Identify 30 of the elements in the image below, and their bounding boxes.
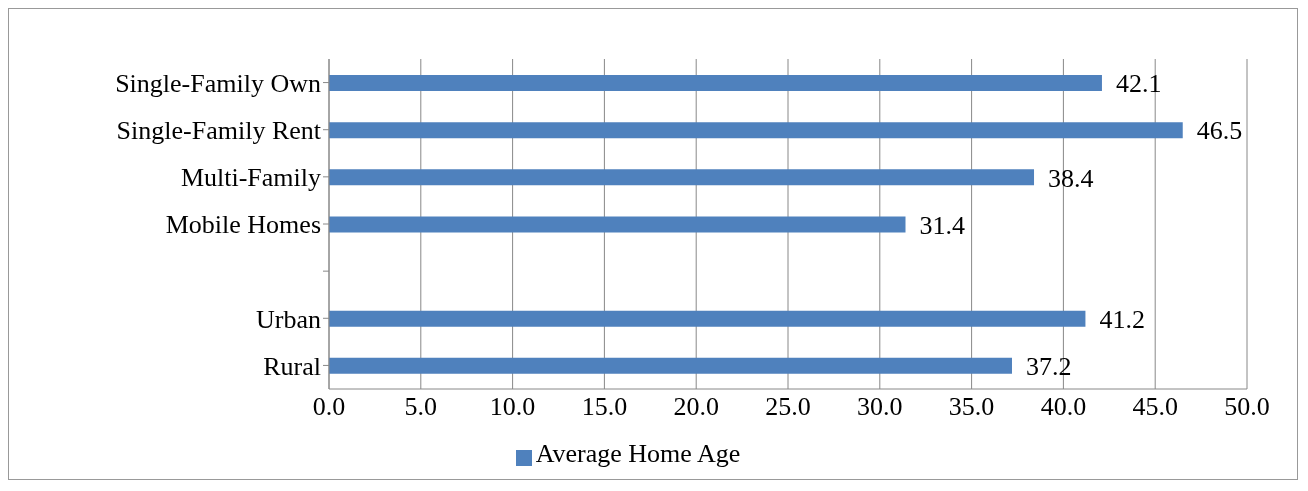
x-tick-label: 50.0	[1224, 392, 1270, 422]
x-tick-label: 40.0	[1040, 392, 1087, 422]
x-tick-label: 35.0	[948, 392, 995, 422]
x-tick-label: 5.0	[404, 392, 438, 422]
y-tick-label: Single-Family Rent	[116, 115, 322, 145]
x-tick-label: 15.0	[581, 392, 628, 422]
bar	[329, 357, 1012, 374]
bar	[329, 310, 1086, 327]
bar	[329, 75, 1102, 91]
x-tick-label: 20.0	[673, 392, 719, 422]
data-label: 41.2	[1099, 304, 1145, 334]
bar	[329, 169, 1035, 186]
data-label: 38.4	[1048, 163, 1094, 193]
x-tick-label: 45.0	[1132, 392, 1178, 422]
x-tick-label: 10.0	[489, 392, 536, 422]
legend-label: Average Home Age	[535, 439, 741, 468]
y-tick-label: Urban	[256, 304, 321, 334]
x-tick-label: 25.0	[765, 392, 811, 422]
bar	[329, 216, 906, 233]
bar	[329, 122, 1183, 139]
y-tick-label: Multi-Family	[180, 163, 321, 193]
data-label: 31.4	[919, 210, 965, 240]
data-label: 37.2	[1025, 352, 1072, 382]
y-tick-label: Rural	[263, 351, 321, 381]
data-label: 46.5	[1196, 116, 1243, 146]
x-tick-label: 0.0	[312, 392, 346, 422]
y-tick-label: Mobile Homes	[165, 210, 321, 240]
data-label: 42.1	[1115, 69, 1162, 99]
y-tick-label: Single-Family Own	[115, 68, 321, 98]
x-tick-label: 30.0	[857, 392, 903, 422]
